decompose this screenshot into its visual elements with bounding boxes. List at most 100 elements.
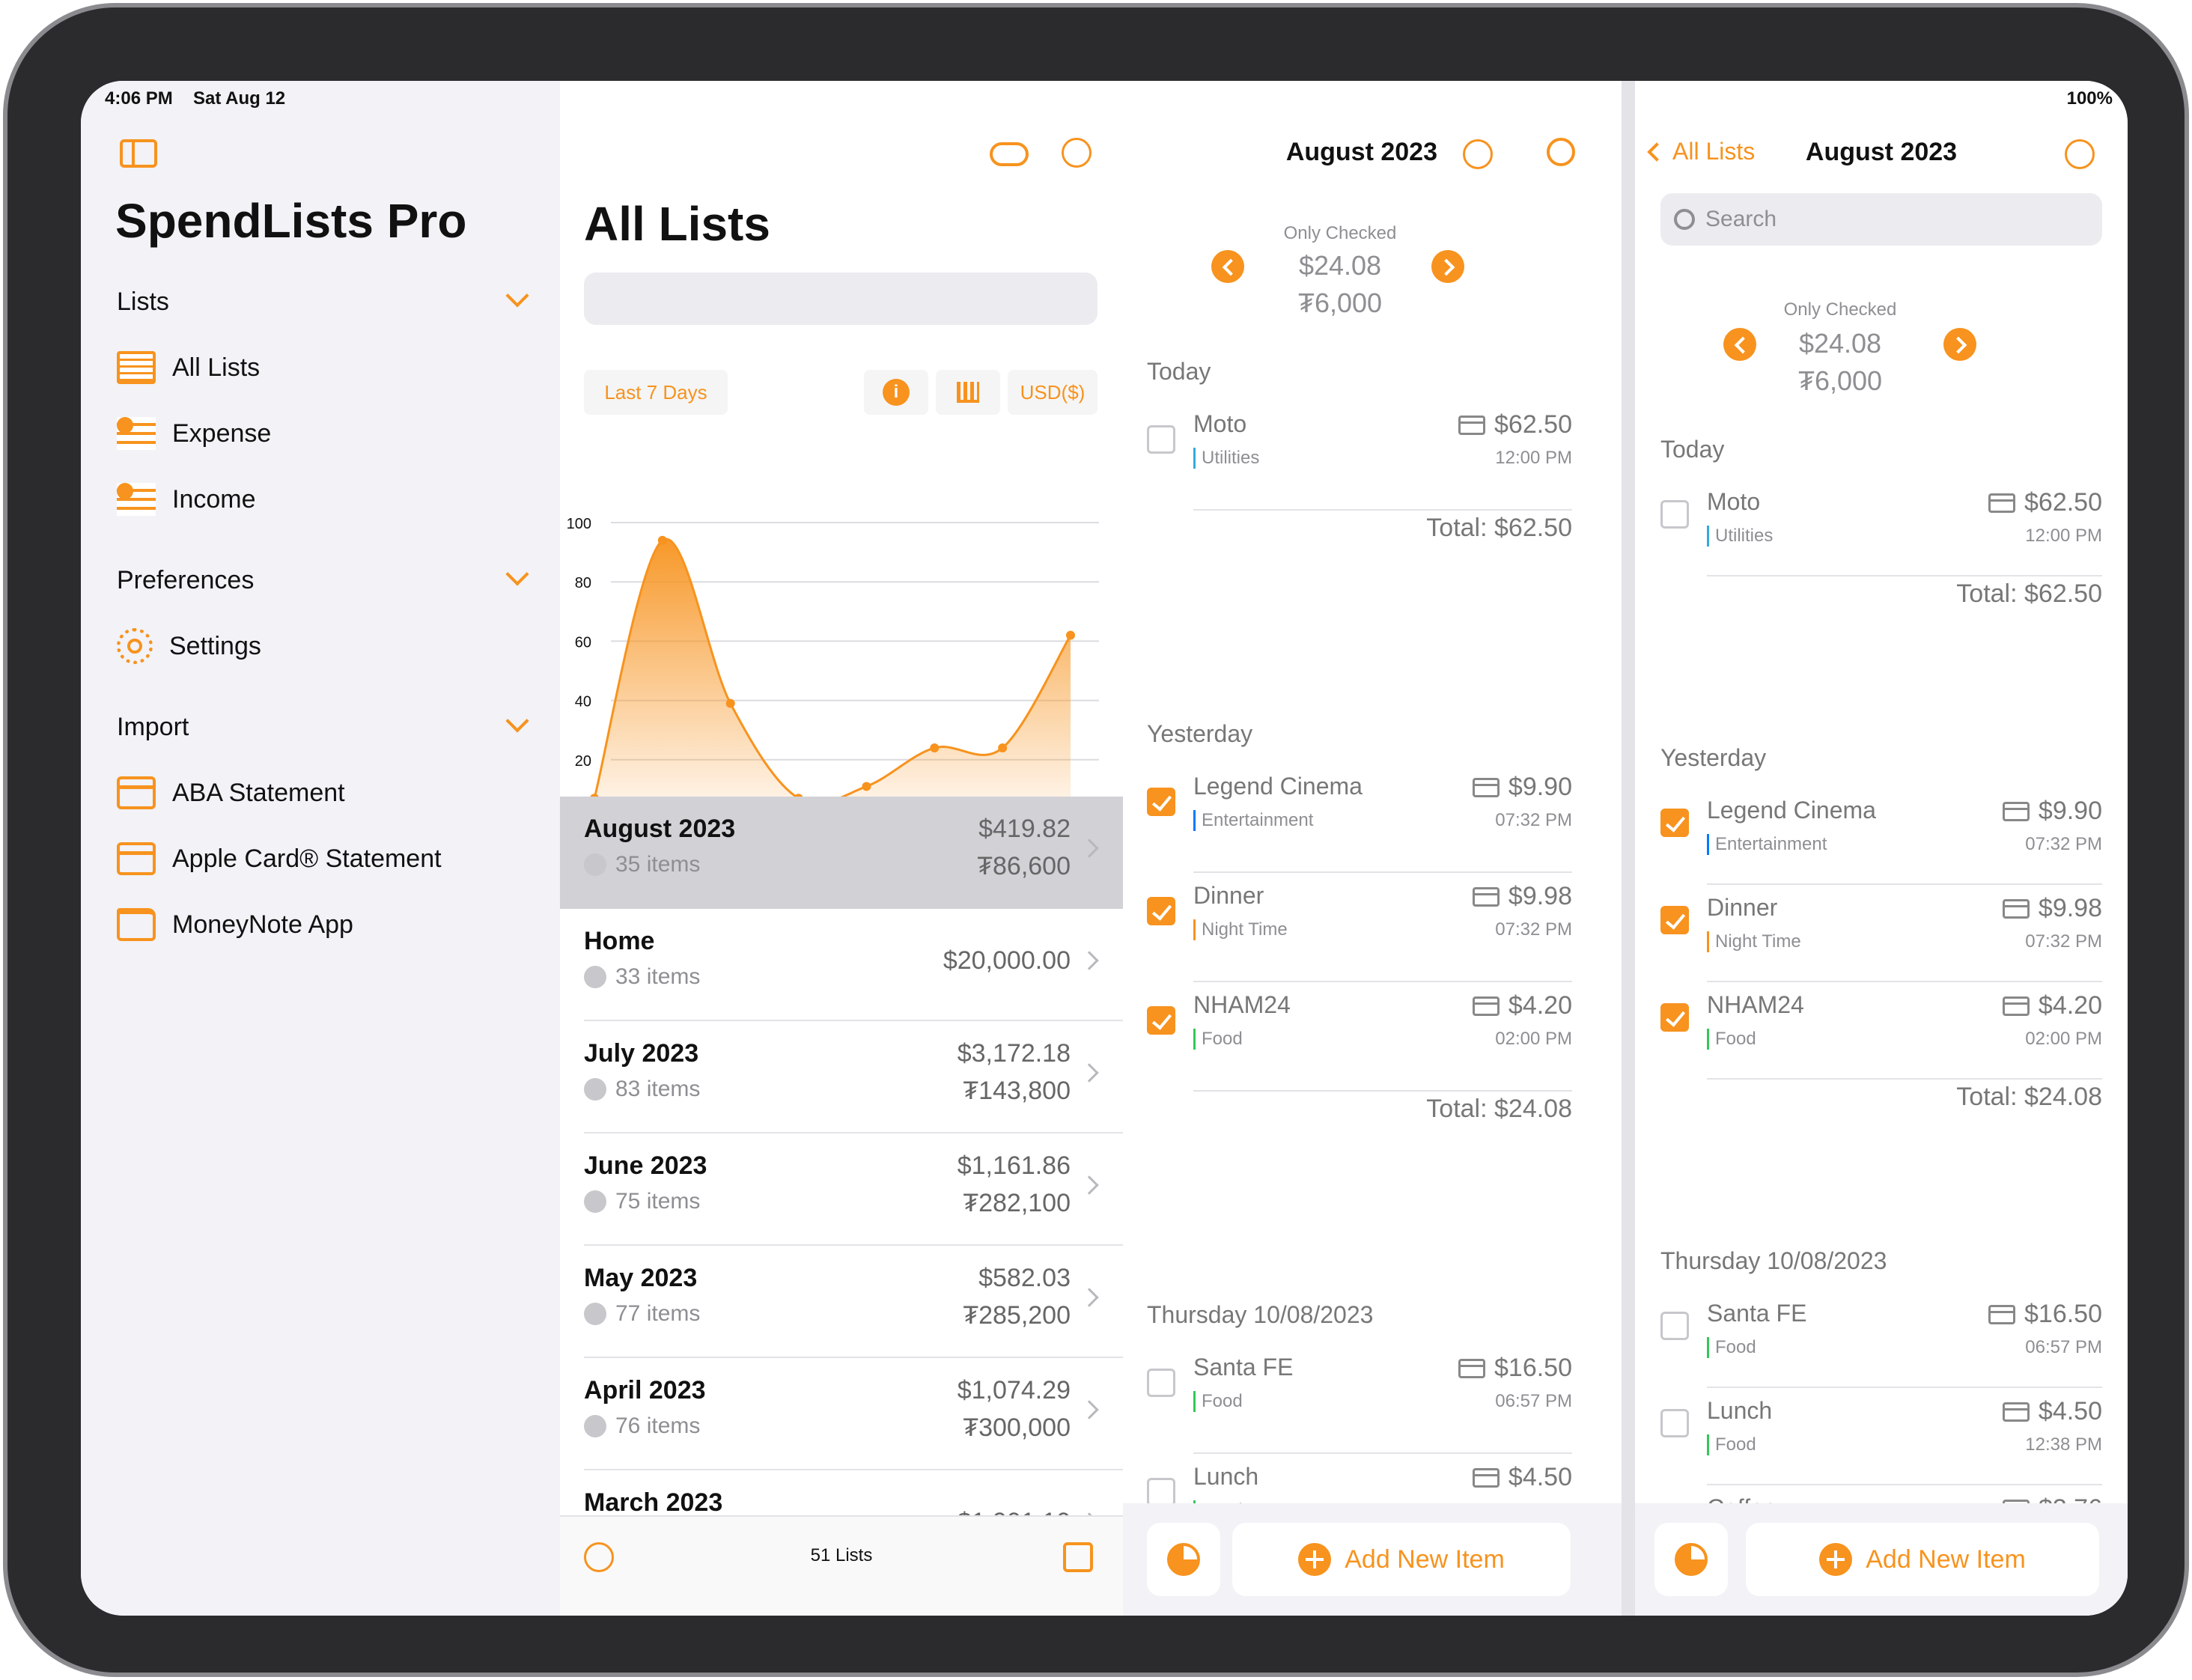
expense-item[interactable]: Moto Utilities $62.50 12:00 PM	[1147, 410, 1572, 520]
summary-value-secondary: ₮6,000	[1297, 287, 1383, 318]
pie-chart-button[interactable]	[1654, 1523, 1728, 1596]
expense-item[interactable]: Dinner Night Time $9.98 07:32 PM	[1660, 894, 2102, 991]
checkbox[interactable]	[1147, 425, 1175, 454]
item-amount: $4.20	[2002, 991, 2102, 1020]
expense-item[interactable]: Legend Cinema Entertainment $9.90 07:32 PM	[1660, 797, 2102, 894]
item-name: NHAM24	[1193, 991, 1291, 1018]
sidebar-item-moneynote[interactable]: MoneyNote App	[117, 898, 353, 951]
list-row[interactable]: April 2023 76 items $1,074.29 ₮300,000	[560, 1358, 1123, 1470]
sidebar-item-apple-card[interactable]: Apple Card® Statement	[117, 833, 442, 885]
checkbox[interactable]	[1660, 1312, 1689, 1340]
list-row[interactable]: August 2023 35 items $419.82 ₮86,600	[560, 797, 1123, 909]
card-icon	[2002, 1401, 2030, 1422]
expense-item[interactable]: Santa FE Food $16.50 06:57 PM	[1147, 1354, 1572, 1463]
section-preferences[interactable]: Preferences	[117, 566, 255, 594]
expense-item[interactable]: Legend Cinema Entertainment $9.90 07:32 PM	[1147, 773, 1572, 882]
summary-label: Only Checked	[1283, 223, 1397, 243]
expense-item[interactable]: Moto Utilities $62.50 12:00 PM	[1660, 488, 2102, 585]
compose-icon[interactable]	[1063, 1542, 1093, 1572]
sidebar-item-settings[interactable]: Settings	[117, 620, 261, 672]
section-header: Today	[1660, 436, 1725, 463]
next-month-button[interactable]	[1431, 250, 1464, 283]
item-amount: $62.50	[1988, 488, 2102, 517]
search-icon[interactable]	[1547, 138, 1575, 166]
sort-icon[interactable]	[1062, 138, 1092, 168]
detail-title: August 2023	[1285, 138, 1437, 166]
item-category: Food	[1707, 1029, 1756, 1050]
checkbox[interactable]	[1147, 1369, 1175, 1397]
checkbox[interactable]	[1147, 788, 1175, 816]
cloud-sync-icon[interactable]	[990, 142, 1029, 166]
chevron-right-icon	[1080, 951, 1099, 970]
currency-button[interactable]: USD($)	[1008, 370, 1097, 415]
expense-item[interactable]: Dinner Night Time $9.98 07:32 PM	[1147, 882, 1572, 991]
list-amount-secondary: ₮143,800	[963, 1077, 1071, 1105]
chart-type-button[interactable]	[936, 370, 1000, 415]
prev-month-button[interactable]	[1211, 250, 1244, 283]
section-lists[interactable]: Lists	[117, 287, 169, 316]
expense-item[interactable]: Lunch Food $4.50 12:38 PM	[1660, 1397, 2102, 1494]
checkbox[interactable]	[1660, 809, 1689, 837]
section-total: Total: $24.08	[1956, 1083, 2102, 1111]
sidebar-toggle-icon[interactable]	[120, 139, 157, 168]
list-count-text: 76 items	[615, 1413, 701, 1438]
expense-item[interactable]: NHAM24 Food $4.20 02:00 PM	[1660, 991, 2102, 1089]
sidebar-item-aba-statement[interactable]: ABA Statement	[117, 767, 345, 819]
checkbox[interactable]	[1147, 1478, 1175, 1506]
expense-item[interactable]: Santa FE Food $16.50 06:57 PM	[1660, 1300, 2102, 1397]
info-button[interactable]: i	[864, 370, 928, 415]
list-row[interactable]: Home 33 items $20,000.00	[560, 909, 1123, 1021]
sidebar-item-all-lists[interactable]: All Lists	[117, 341, 260, 394]
back-button[interactable]: All Lists	[1647, 138, 1755, 165]
item-amount: $4.50	[2002, 1397, 2102, 1426]
checkbox[interactable]	[1660, 500, 1689, 529]
add-new-item-button[interactable]: Add New Item	[1746, 1523, 2099, 1596]
card-icon	[1472, 1467, 1500, 1488]
item-amount: $16.50	[1988, 1300, 2102, 1329]
arrow-badge-icon	[584, 966, 606, 988]
list-amount: $582.03	[978, 1264, 1071, 1292]
sidebar-item-income[interactable]: Income	[117, 473, 256, 526]
add-new-item-button[interactable]: Add New Item	[1232, 1523, 1571, 1596]
item-name: NHAM24	[1707, 991, 1804, 1018]
chevron-down-icon[interactable]	[505, 562, 529, 586]
list-row[interactable]: March 2023 $1,901.10	[560, 1470, 1123, 1515]
chevron-down-icon[interactable]	[505, 709, 529, 733]
search-input[interactable]	[584, 273, 1097, 325]
item-amount: $9.90	[1472, 773, 1572, 802]
next-month-button[interactable]	[1943, 328, 1976, 361]
list-title: July 2023	[584, 1039, 699, 1068]
sidebar-item-expense[interactable]: Expense	[117, 407, 271, 460]
section-import[interactable]: Import	[117, 713, 189, 741]
item-amount-value: $16.50	[1494, 1354, 1572, 1382]
lists-count: 51 Lists	[810, 1545, 873, 1565]
checkbox[interactable]	[1660, 1003, 1689, 1032]
list-item-count: 76 items	[584, 1413, 700, 1439]
checkbox[interactable]	[1147, 897, 1175, 925]
checkbox[interactable]	[1147, 1006, 1175, 1035]
y-tick-label: 40	[575, 694, 591, 710]
expense-item[interactable]: NHAM24 Food $4.20 02:00 PM	[1147, 991, 1572, 1101]
item-name: Moto	[1707, 488, 1761, 515]
pie-chart-button[interactable]	[1147, 1523, 1220, 1596]
list-amount: $419.82	[978, 815, 1071, 843]
item-amount-value: $62.50	[1494, 410, 1572, 439]
list-count-text: 77 items	[615, 1301, 701, 1326]
range-filter-button[interactable]: Last 7 Days	[584, 370, 728, 415]
checkbox[interactable]	[1660, 906, 1689, 934]
more-icon[interactable]	[1463, 139, 1493, 169]
search-field[interactable]: Search	[1660, 193, 2102, 246]
prev-month-button[interactable]	[1723, 328, 1756, 361]
list-row[interactable]: July 2023 83 items $3,172.18 ₮143,800	[560, 1021, 1123, 1133]
checkbox[interactable]	[1660, 1409, 1689, 1437]
list-row[interactable]: May 2023 77 items $582.03 ₮285,200	[560, 1246, 1123, 1358]
tag-icon[interactable]	[584, 1542, 614, 1572]
list-icon	[117, 351, 156, 384]
summary-label: Only Checked	[1783, 299, 1897, 320]
y-tick-label: 60	[575, 634, 591, 651]
list-row[interactable]: June 2023 75 items $1,161.86 ₮282,100	[560, 1133, 1123, 1246]
split-divider[interactable]	[1622, 81, 1635, 1616]
more-icon[interactable]	[2065, 139, 2095, 169]
summary-value-secondary: ₮6,000	[1797, 365, 1883, 396]
chevron-down-icon[interactable]	[505, 284, 529, 308]
